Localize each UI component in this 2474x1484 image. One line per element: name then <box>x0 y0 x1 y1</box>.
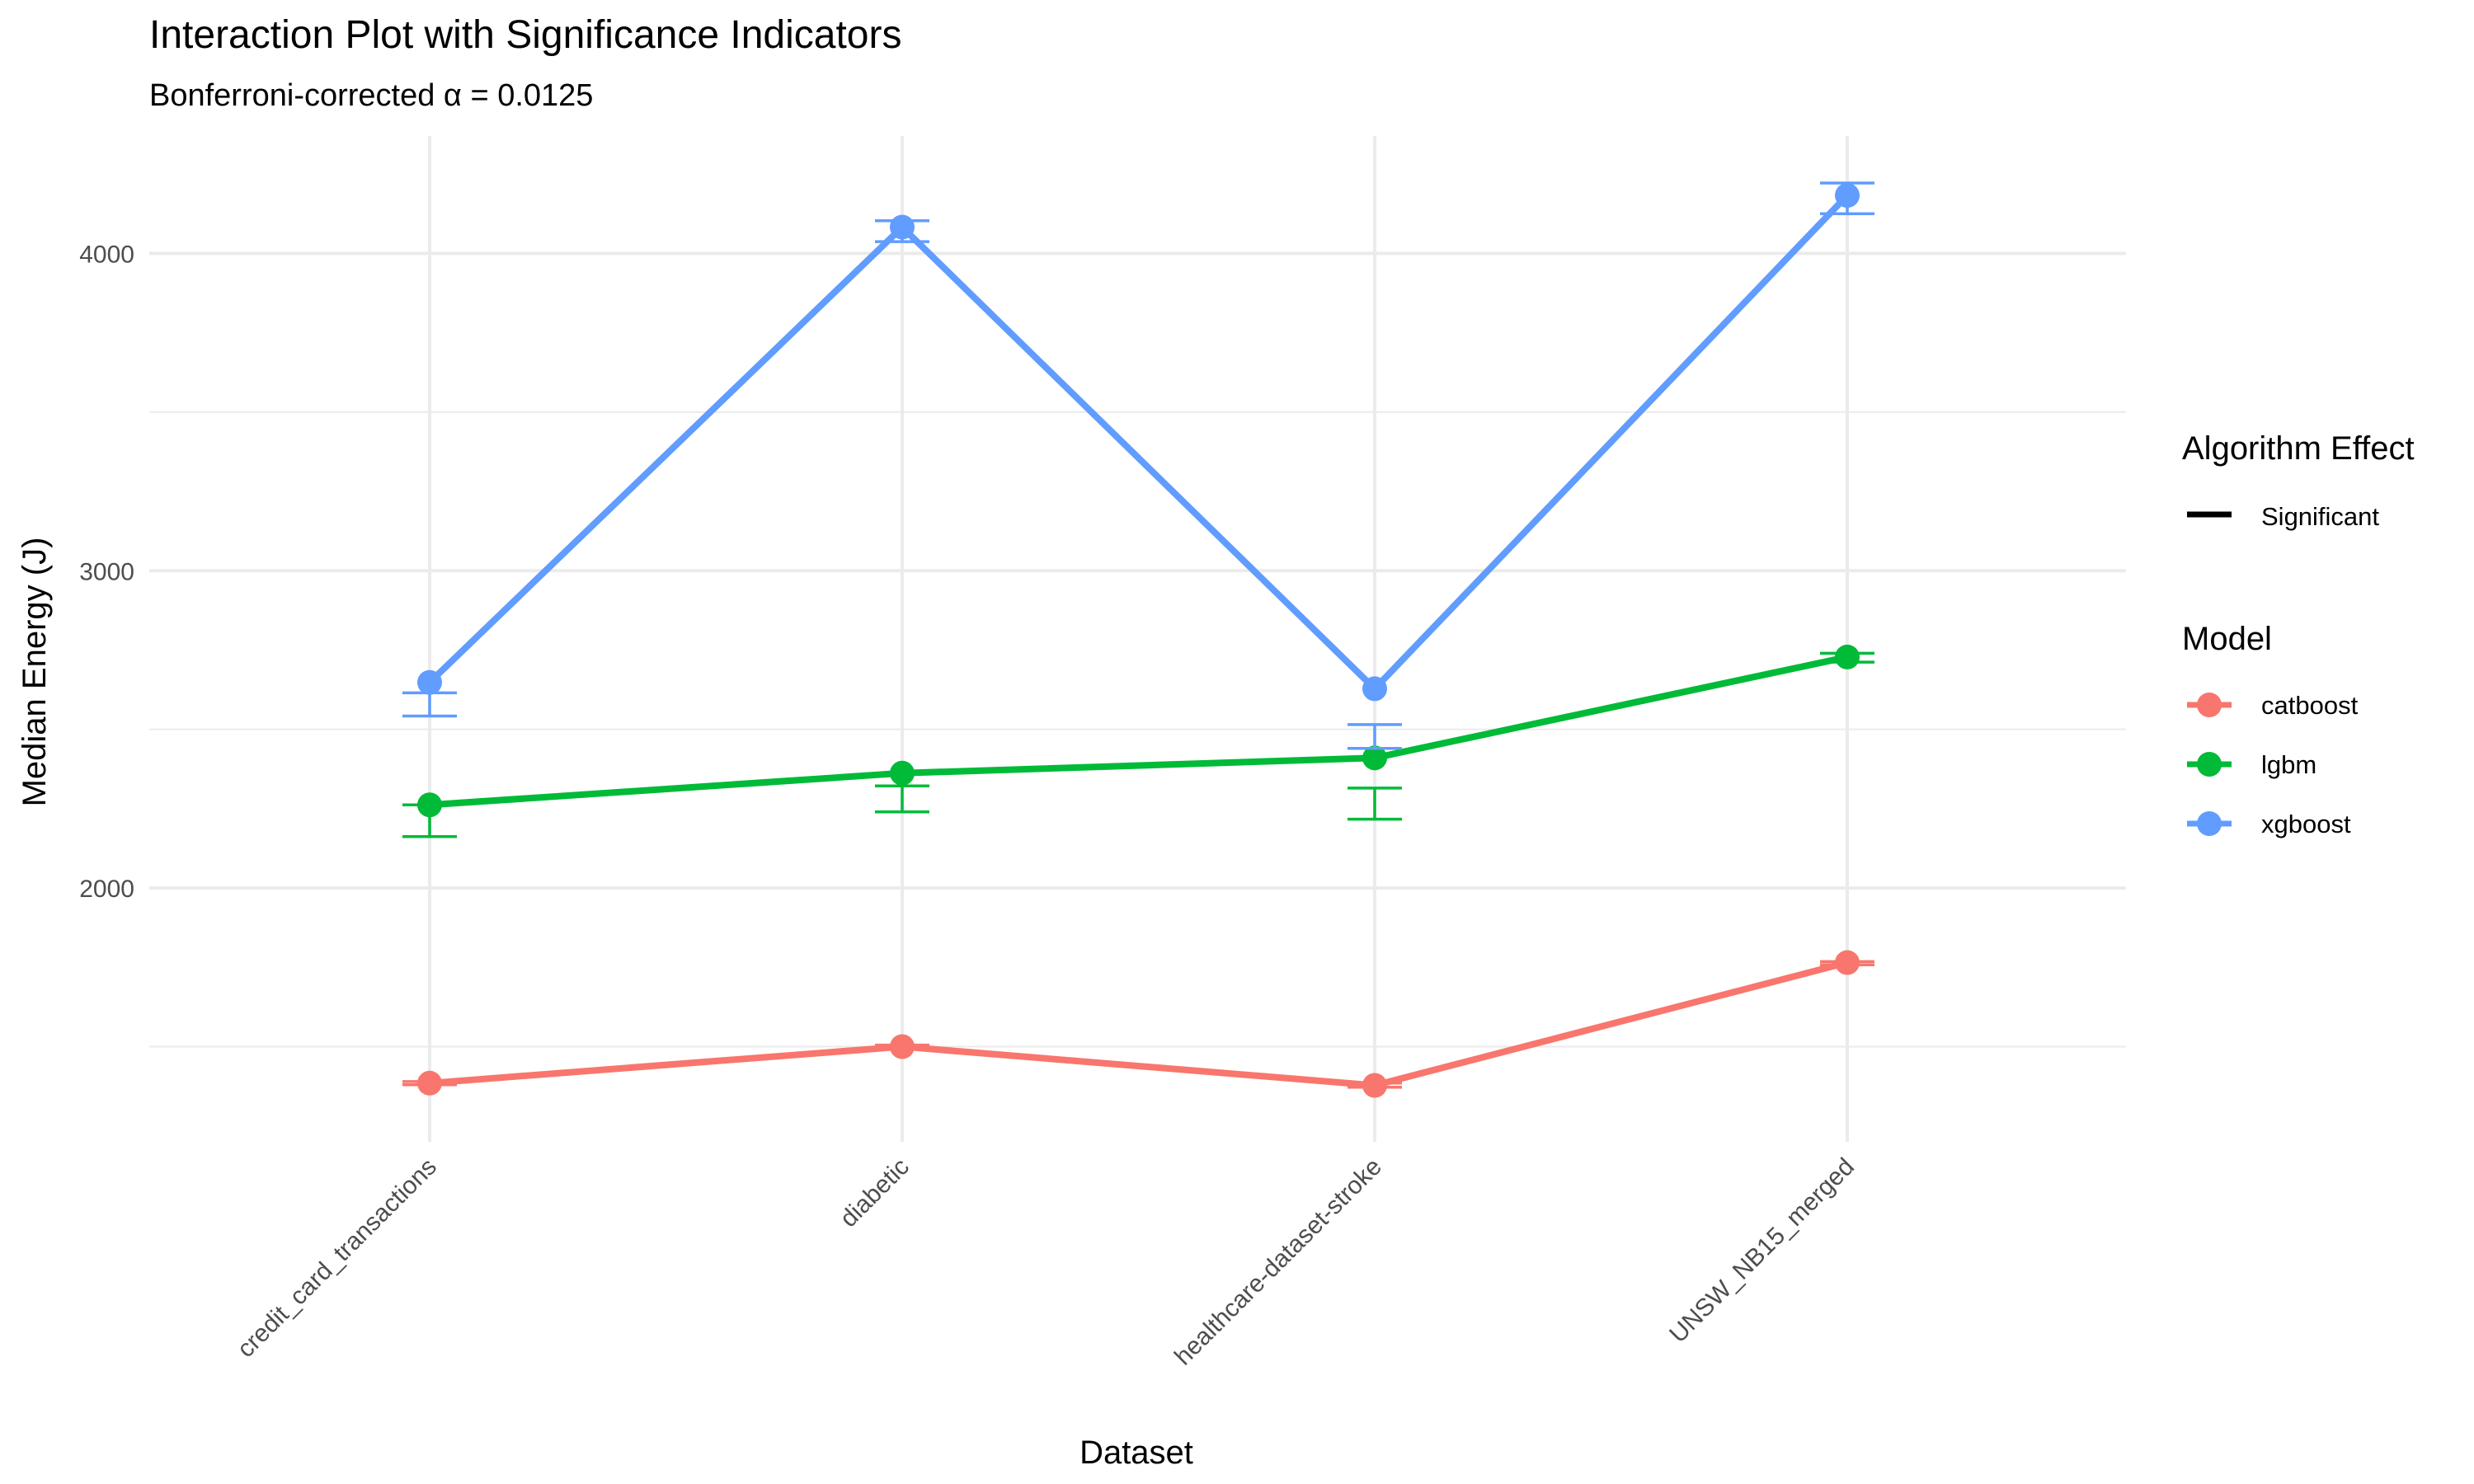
series-line <box>429 654 1848 809</box>
legend-key-point <box>2197 693 2222 717</box>
y-axis-label: Median Energy (J) <box>16 538 53 807</box>
legend-item-label: catboost <box>2261 691 2359 720</box>
series-line <box>427 193 1850 693</box>
chart-title: Interaction Plot with Significance Indic… <box>149 13 901 57</box>
data-point <box>1835 182 1860 208</box>
x-axis-label: Dataset <box>1079 1435 1193 1471</box>
series-xgboost <box>402 181 1874 750</box>
legend-key-point <box>2197 811 2222 836</box>
data-point <box>890 760 915 786</box>
data-point <box>417 792 442 818</box>
legend: Algorithm Effect Significant Model catbo… <box>2182 430 2415 838</box>
legend-effect-title: Algorithm Effect <box>2182 430 2415 467</box>
series-layer <box>402 181 1874 1098</box>
series-lgbm <box>402 644 1874 838</box>
y-tick-label: 4000 <box>79 241 134 268</box>
legend-item-label: lgbm <box>2261 750 2316 779</box>
data-point <box>417 669 442 695</box>
y-tick-label: 2000 <box>79 876 134 903</box>
legend-item-label: xgboost <box>2261 810 2351 838</box>
x-tick-label: healthcare-dataset-stroke <box>1169 1153 1387 1371</box>
legend-item-lgbm: lgbm <box>2187 750 2316 779</box>
grid-layer <box>149 136 2126 1142</box>
data-point <box>890 1034 915 1059</box>
x-tick-label: diabetic <box>835 1153 914 1233</box>
legend-item-xgboost: xgboost <box>2187 810 2351 838</box>
legend-item-catboost: catboost <box>2187 691 2359 720</box>
x-tick-label: credit_card_transactions <box>233 1153 442 1363</box>
y-tick-label: 3000 <box>79 558 134 585</box>
legend-model-items: catboost lgbm xgboost <box>2187 691 2359 838</box>
data-point <box>890 214 915 240</box>
axis-layer: 2000 3000 4000 credit_card_transactions diab… <box>79 241 1860 1370</box>
data-point <box>1362 745 1387 771</box>
legend-key-point <box>2197 752 2222 777</box>
data-point <box>417 1070 442 1096</box>
data-point <box>1362 1073 1387 1098</box>
legend-significant-label: Significant <box>2261 502 2379 531</box>
legend-model-title: Model <box>2182 621 2272 657</box>
series-line <box>429 959 1849 1089</box>
chart-subtitle: Bonferroni-corrected α = 0.0125 <box>149 78 593 113</box>
x-tick-label: UNSW_NB15_merged <box>1664 1153 1860 1349</box>
data-point <box>1362 676 1387 702</box>
data-point <box>1835 950 1860 975</box>
series-catboost <box>402 950 1874 1098</box>
data-point <box>1835 644 1860 669</box>
